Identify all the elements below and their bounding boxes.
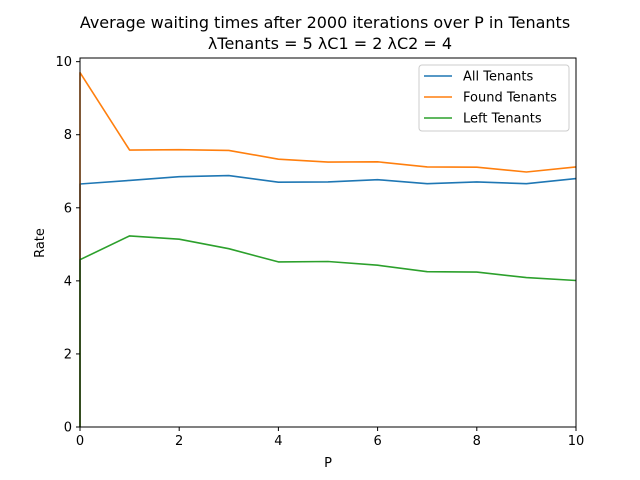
x-tick-label: 4 xyxy=(274,434,282,449)
y-tick-label: 0 xyxy=(64,421,72,436)
x-tick-label: 2 xyxy=(175,434,183,449)
legend: All Tenants Found Tenants Left Tenants xyxy=(418,64,570,132)
y-axis: 0 2 4 6 8 10 xyxy=(55,55,80,436)
series-line-all-tenants xyxy=(79,174,577,427)
chart-title: Average waiting times after 2000 iterati… xyxy=(80,13,570,32)
y-tick-label: 10 xyxy=(55,55,72,70)
x-tick-label: 0 xyxy=(76,434,84,449)
plot-frame xyxy=(79,57,577,428)
x-tick-label: 6 xyxy=(373,434,381,449)
y-tick-label: 8 xyxy=(64,128,72,143)
plot-lines xyxy=(79,71,577,427)
y-axis-label: Rate xyxy=(33,228,48,258)
series-line-left-tenants xyxy=(79,235,577,427)
x-axis-label: P xyxy=(324,456,332,471)
y-tick-label: 4 xyxy=(64,274,72,289)
y-tick-label: 6 xyxy=(64,201,72,216)
series-line-found-tenants xyxy=(79,71,577,427)
legend-label: All Tenants xyxy=(463,70,534,85)
x-tick-label: 10 xyxy=(568,434,585,449)
legend-box xyxy=(418,64,570,132)
x-axis: 0 2 4 6 8 10 xyxy=(76,427,584,449)
legend-label: Left Tenants xyxy=(463,112,542,127)
x-tick-label: 8 xyxy=(473,434,481,449)
legend-label: Found Tenants xyxy=(463,91,557,106)
y-tick-label: 2 xyxy=(64,347,72,362)
chart-subtitle: λTenants = 5 λC1 = 2 λC2 = 4 xyxy=(208,34,452,53)
